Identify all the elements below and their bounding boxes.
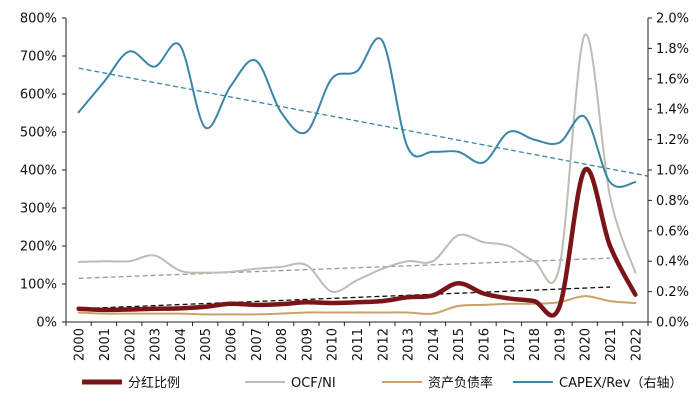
legend-label-2: 资产负债率 (428, 375, 493, 391)
x-tick-label: 2017 (503, 328, 518, 361)
x-tick-label: 2016 (478, 328, 493, 361)
x-tick-label: 2018 (528, 328, 543, 361)
x-tick-label: 2019 (553, 328, 568, 361)
series-line-2 (77, 295, 637, 316)
legend-label-1: OCF/NI (291, 376, 336, 391)
legend: 分红比例 OCF/NI 资产负债率 CAPEX/Rev（右轴） (82, 375, 682, 391)
y-left-tick-label: 700% (20, 50, 57, 65)
x-tick-label: 2020 (579, 328, 594, 361)
y-right-tick-label: 0.0% (656, 316, 689, 331)
x-tick-label: 2011 (351, 328, 366, 361)
x-tick-label: 2008 (275, 328, 290, 361)
trendline-2 (78, 67, 649, 177)
y-right-tick-label: 1.6% (656, 72, 689, 87)
y-right-tick-label: 1.2% (656, 133, 689, 148)
x-tick-label: 2002 (123, 328, 138, 361)
series-line-3 (77, 37, 637, 188)
x-tick-label: 2006 (224, 328, 239, 361)
x-tick-label: 2004 (174, 328, 189, 361)
y-right-tick-label: 0.8% (656, 194, 689, 209)
x-tick-label: 2013 (402, 328, 417, 361)
y-right-tick-label: 1.4% (656, 103, 689, 118)
y-left-tick-label: 400% (20, 164, 57, 179)
y-right-tick-label: 0.4% (656, 255, 689, 270)
y-left-tick-label: 600% (20, 88, 57, 103)
y-left-tick-label: 200% (20, 240, 57, 255)
trendline-1 (78, 257, 611, 279)
legend-label-0: 分红比例 (128, 375, 180, 391)
x-tick-label: 2009 (300, 328, 315, 361)
y-left-tick-label: 100% (20, 278, 57, 293)
y-right-tick-label: 0.2% (656, 285, 689, 300)
y-right-tick-label: 1.0% (656, 164, 689, 179)
x-tick-label: 2001 (98, 328, 113, 361)
series-layer (76, 33, 649, 318)
series-line-1 (77, 33, 637, 293)
x-tick-label: 2005 (199, 328, 214, 361)
y-right-tick-label: 2.0% (656, 12, 689, 27)
y-left-tick-label: 300% (20, 202, 57, 217)
y-left-tick-label: 500% (20, 126, 57, 141)
legend-label-3: CAPEX/Rev（右轴） (559, 376, 682, 391)
x-tick-label: 2014 (427, 328, 442, 361)
y-left-tick-label: 0% (36, 316, 57, 331)
x-tick-label: 2022 (629, 328, 644, 361)
x-tick-label: 2003 (149, 328, 164, 361)
series-line-0 (76, 166, 638, 318)
axes: 0% 100% 200% 300% 400% 500% 600% 700% 800% 0.0% 0.… (20, 12, 689, 362)
x-tick-label: 2010 (326, 328, 341, 361)
x-tick-label: 2007 (250, 328, 265, 361)
trendline-0 (78, 286, 611, 310)
x-tick-label: 2000 (73, 328, 88, 361)
y-left-tick-label: 800% (20, 12, 57, 27)
x-tick-label: 2012 (376, 328, 391, 361)
x-tick-label: 2015 (452, 328, 467, 361)
y-right-tick-label: 0.6% (656, 224, 689, 239)
y-right-tick-label: 1.8% (656, 42, 689, 57)
x-tick-label: 2021 (604, 328, 619, 361)
